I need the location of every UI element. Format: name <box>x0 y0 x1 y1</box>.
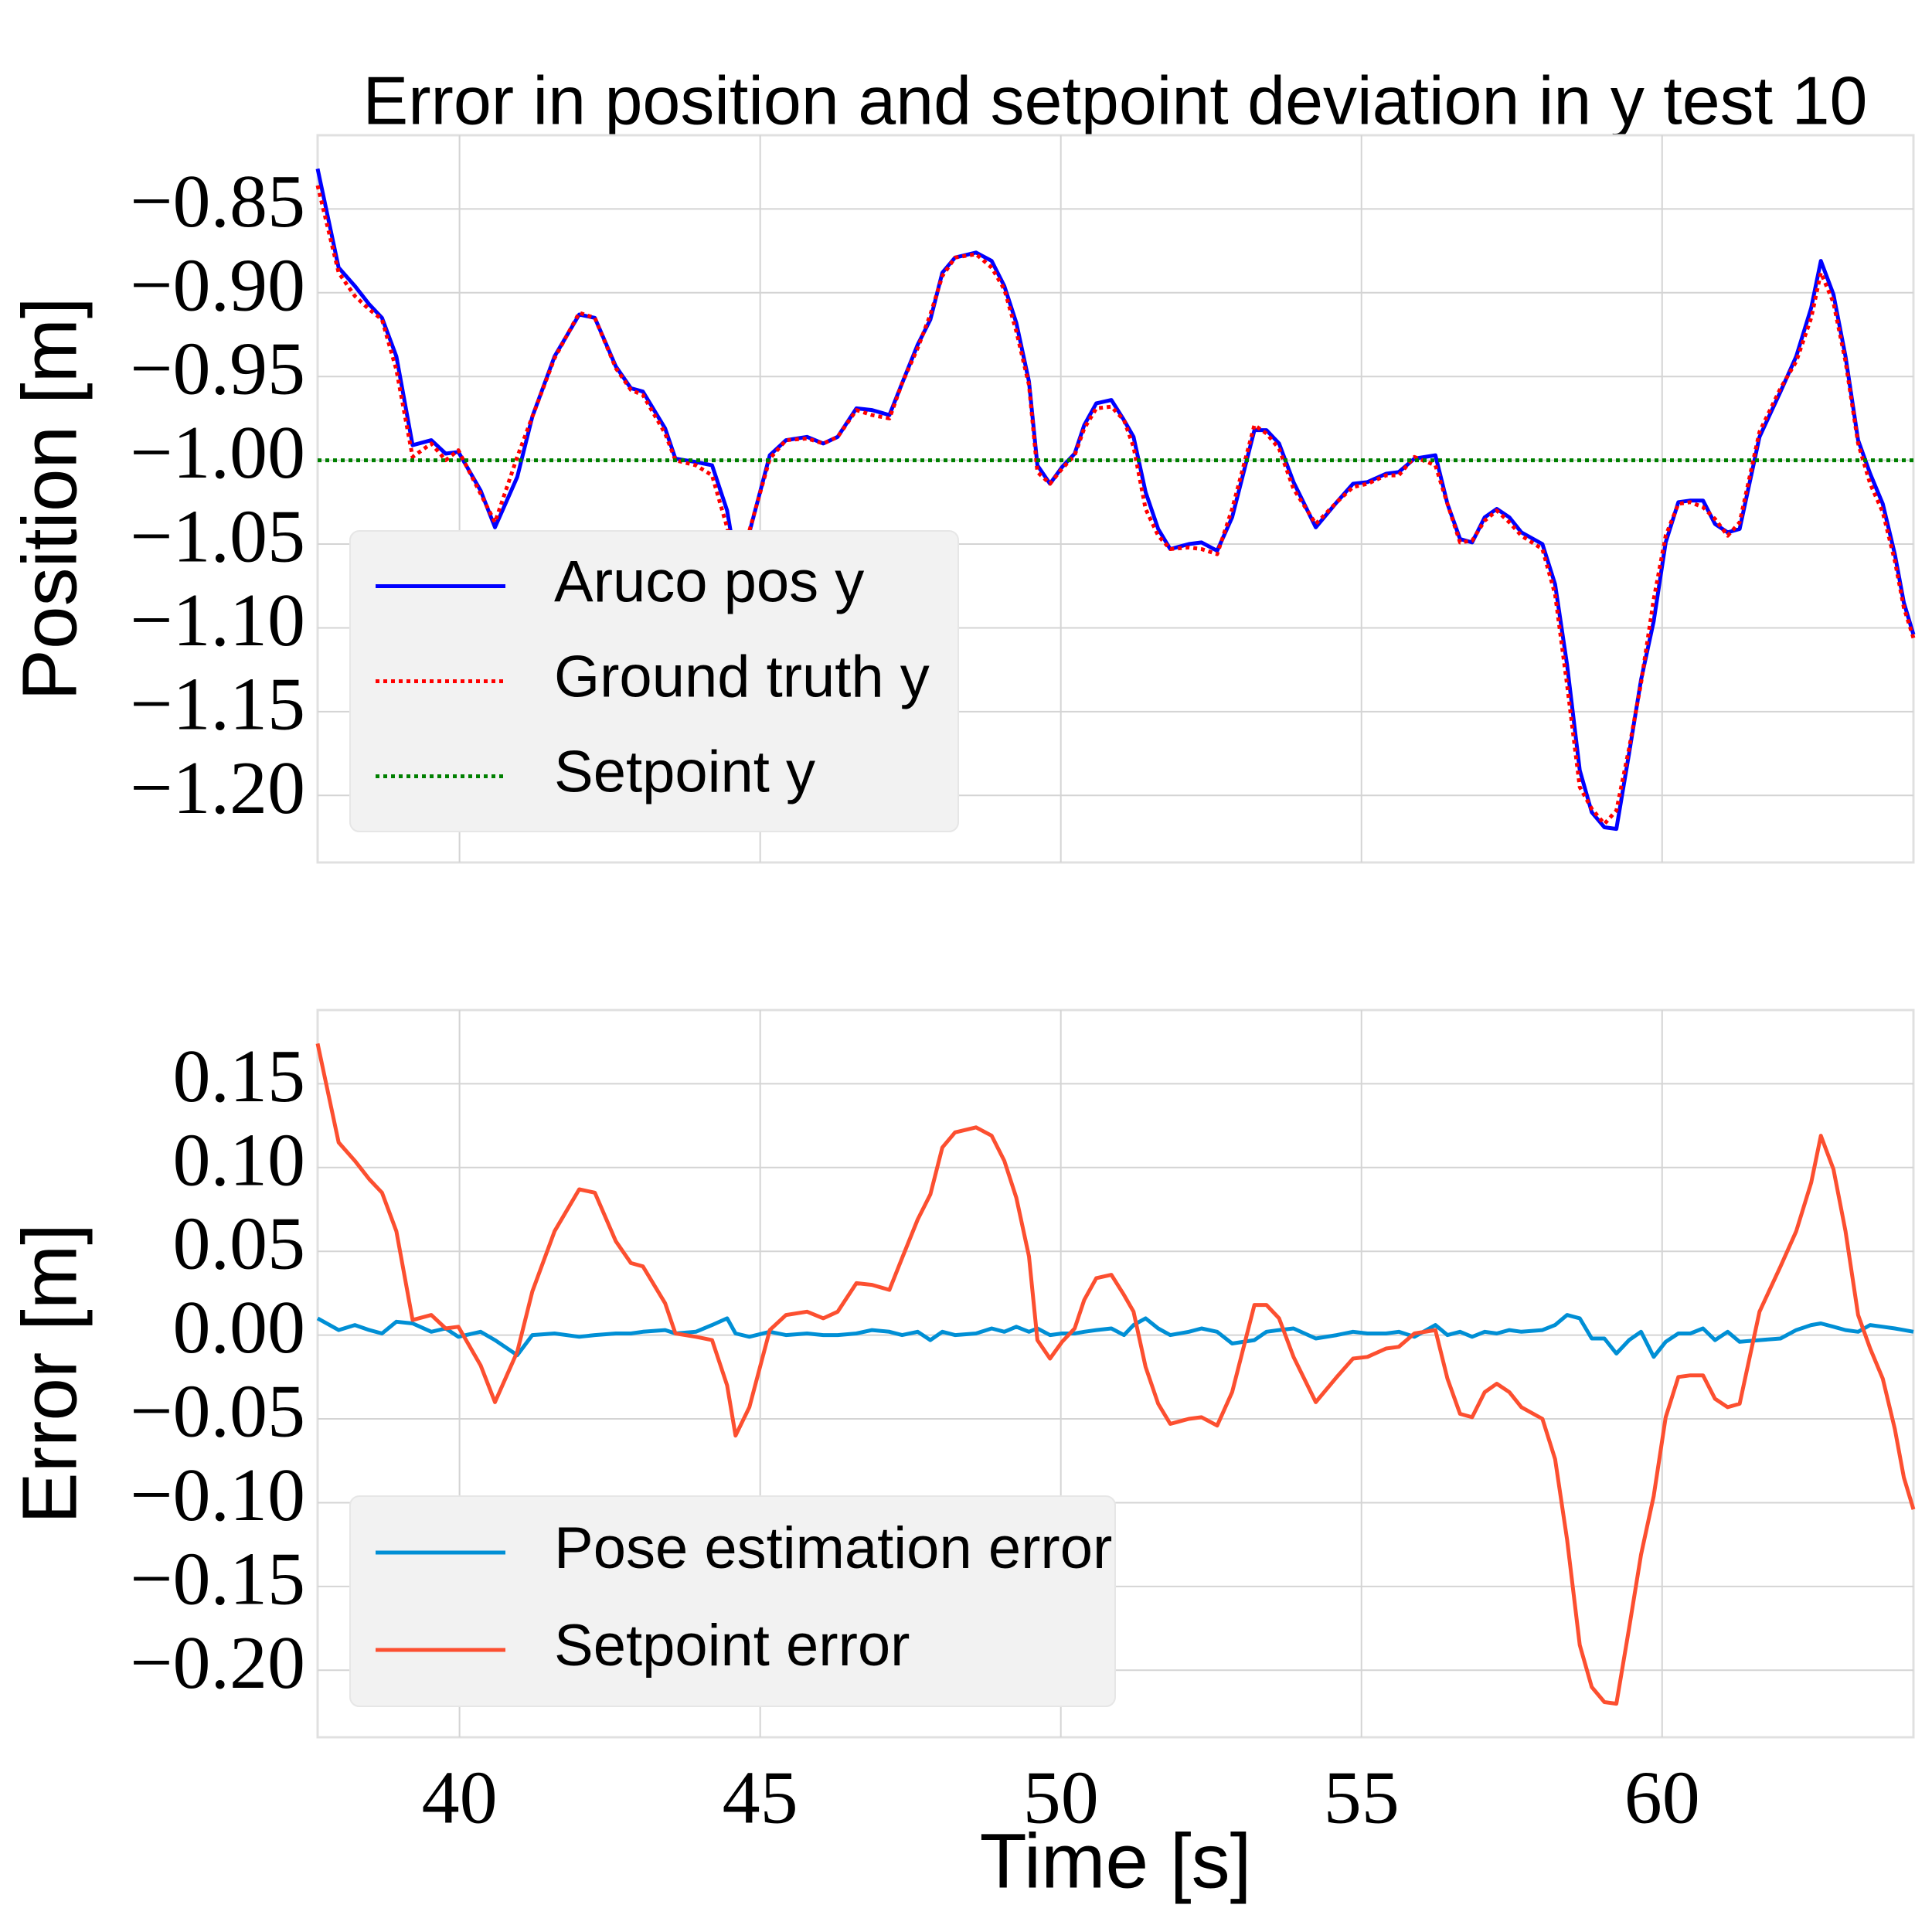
y-tick-label: −0.10 <box>130 1454 305 1537</box>
legend-label: Setpoint error <box>554 1613 910 1679</box>
data-line <box>315 1043 1916 1706</box>
y-tick-label: −0.95 <box>130 328 305 411</box>
chart-title: Error in position and setpoint deviation… <box>363 62 1868 138</box>
y-axis-label: Position [m] <box>6 297 93 700</box>
x-axis-label: Time [s] <box>980 1818 1252 1904</box>
y-tick-label: 0.15 <box>173 1035 306 1118</box>
legend-label: Ground truth y <box>554 645 930 710</box>
y-tick-label: 0.05 <box>173 1202 306 1286</box>
x-tick-label: 40 <box>422 1756 498 1839</box>
y-tick-label: −1.15 <box>130 662 305 746</box>
data-line <box>316 1313 1914 1359</box>
y-tick-label: −1.00 <box>130 411 305 495</box>
y-tick-label: −0.15 <box>130 1537 305 1621</box>
x-tick-label: 55 <box>1324 1756 1400 1839</box>
y-tick-label: −1.10 <box>130 579 305 662</box>
x-tick-label: 50 <box>1023 1756 1099 1839</box>
legend-box <box>349 530 959 832</box>
legend-label: Aruco pos y <box>554 549 864 615</box>
y-tick-label: 0.10 <box>173 1118 306 1202</box>
y-tick-label: −0.05 <box>130 1370 305 1454</box>
legend-label: Pose estimation error <box>554 1515 1112 1581</box>
y-tick-label: 0.00 <box>173 1286 306 1369</box>
data-line <box>315 185 1916 826</box>
y-axis-label: Error [m] <box>6 1223 93 1524</box>
legend-box <box>349 1495 1116 1707</box>
legend-label: Setpoint y <box>554 740 815 805</box>
y-tick-label: −1.05 <box>130 495 305 579</box>
y-tick-label: −0.85 <box>130 160 305 243</box>
y-tick-label: −0.90 <box>130 243 305 327</box>
y-tick-label: −0.20 <box>130 1621 305 1705</box>
x-tick-label: 60 <box>1624 1756 1700 1839</box>
x-tick-label: 45 <box>723 1756 798 1839</box>
y-tick-label: −1.20 <box>130 747 305 830</box>
